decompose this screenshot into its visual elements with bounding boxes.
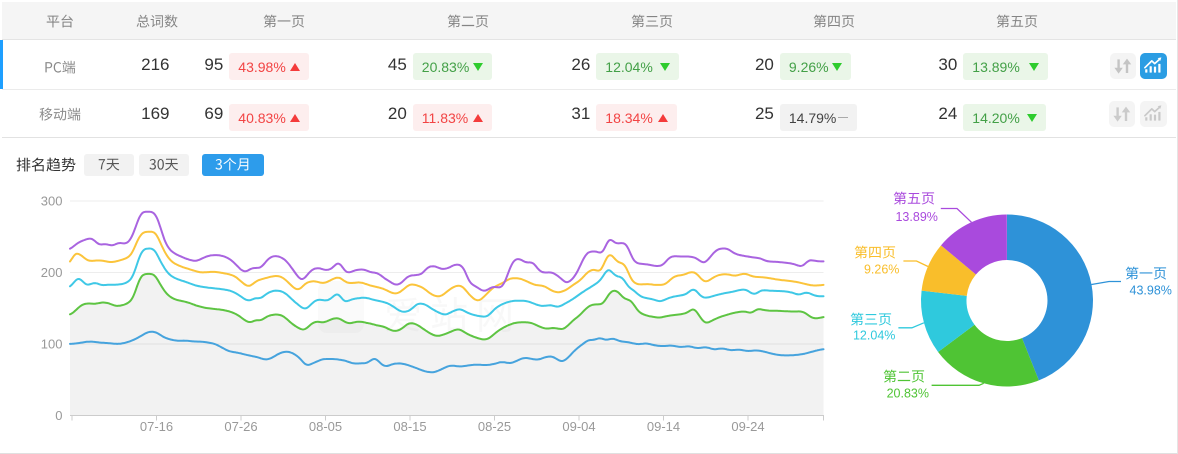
svg-text:20.83%: 20.83% [887, 387, 929, 401]
svg-text:200: 200 [41, 265, 63, 280]
svg-text:09-24: 09-24 [731, 419, 764, 434]
svg-text:13.89%: 13.89% [895, 210, 937, 224]
svg-text:08-25: 08-25 [478, 419, 511, 434]
svg-text:07-26: 07-26 [224, 419, 257, 434]
svg-text:09-14: 09-14 [647, 419, 680, 434]
svg-text:300: 300 [41, 194, 63, 209]
svg-text:09-04: 09-04 [562, 419, 595, 434]
svg-text:12.04%: 12.04% [853, 328, 895, 342]
svg-text:07-16: 07-16 [140, 419, 173, 434]
svg-text:08-15: 08-15 [393, 419, 426, 434]
svg-text:43.98%: 43.98% [1130, 284, 1172, 298]
svg-text:0: 0 [55, 408, 62, 423]
svg-text:08-05: 08-05 [309, 419, 342, 434]
svg-text:100: 100 [41, 337, 63, 352]
svg-text:9.26%: 9.26% [864, 262, 899, 276]
